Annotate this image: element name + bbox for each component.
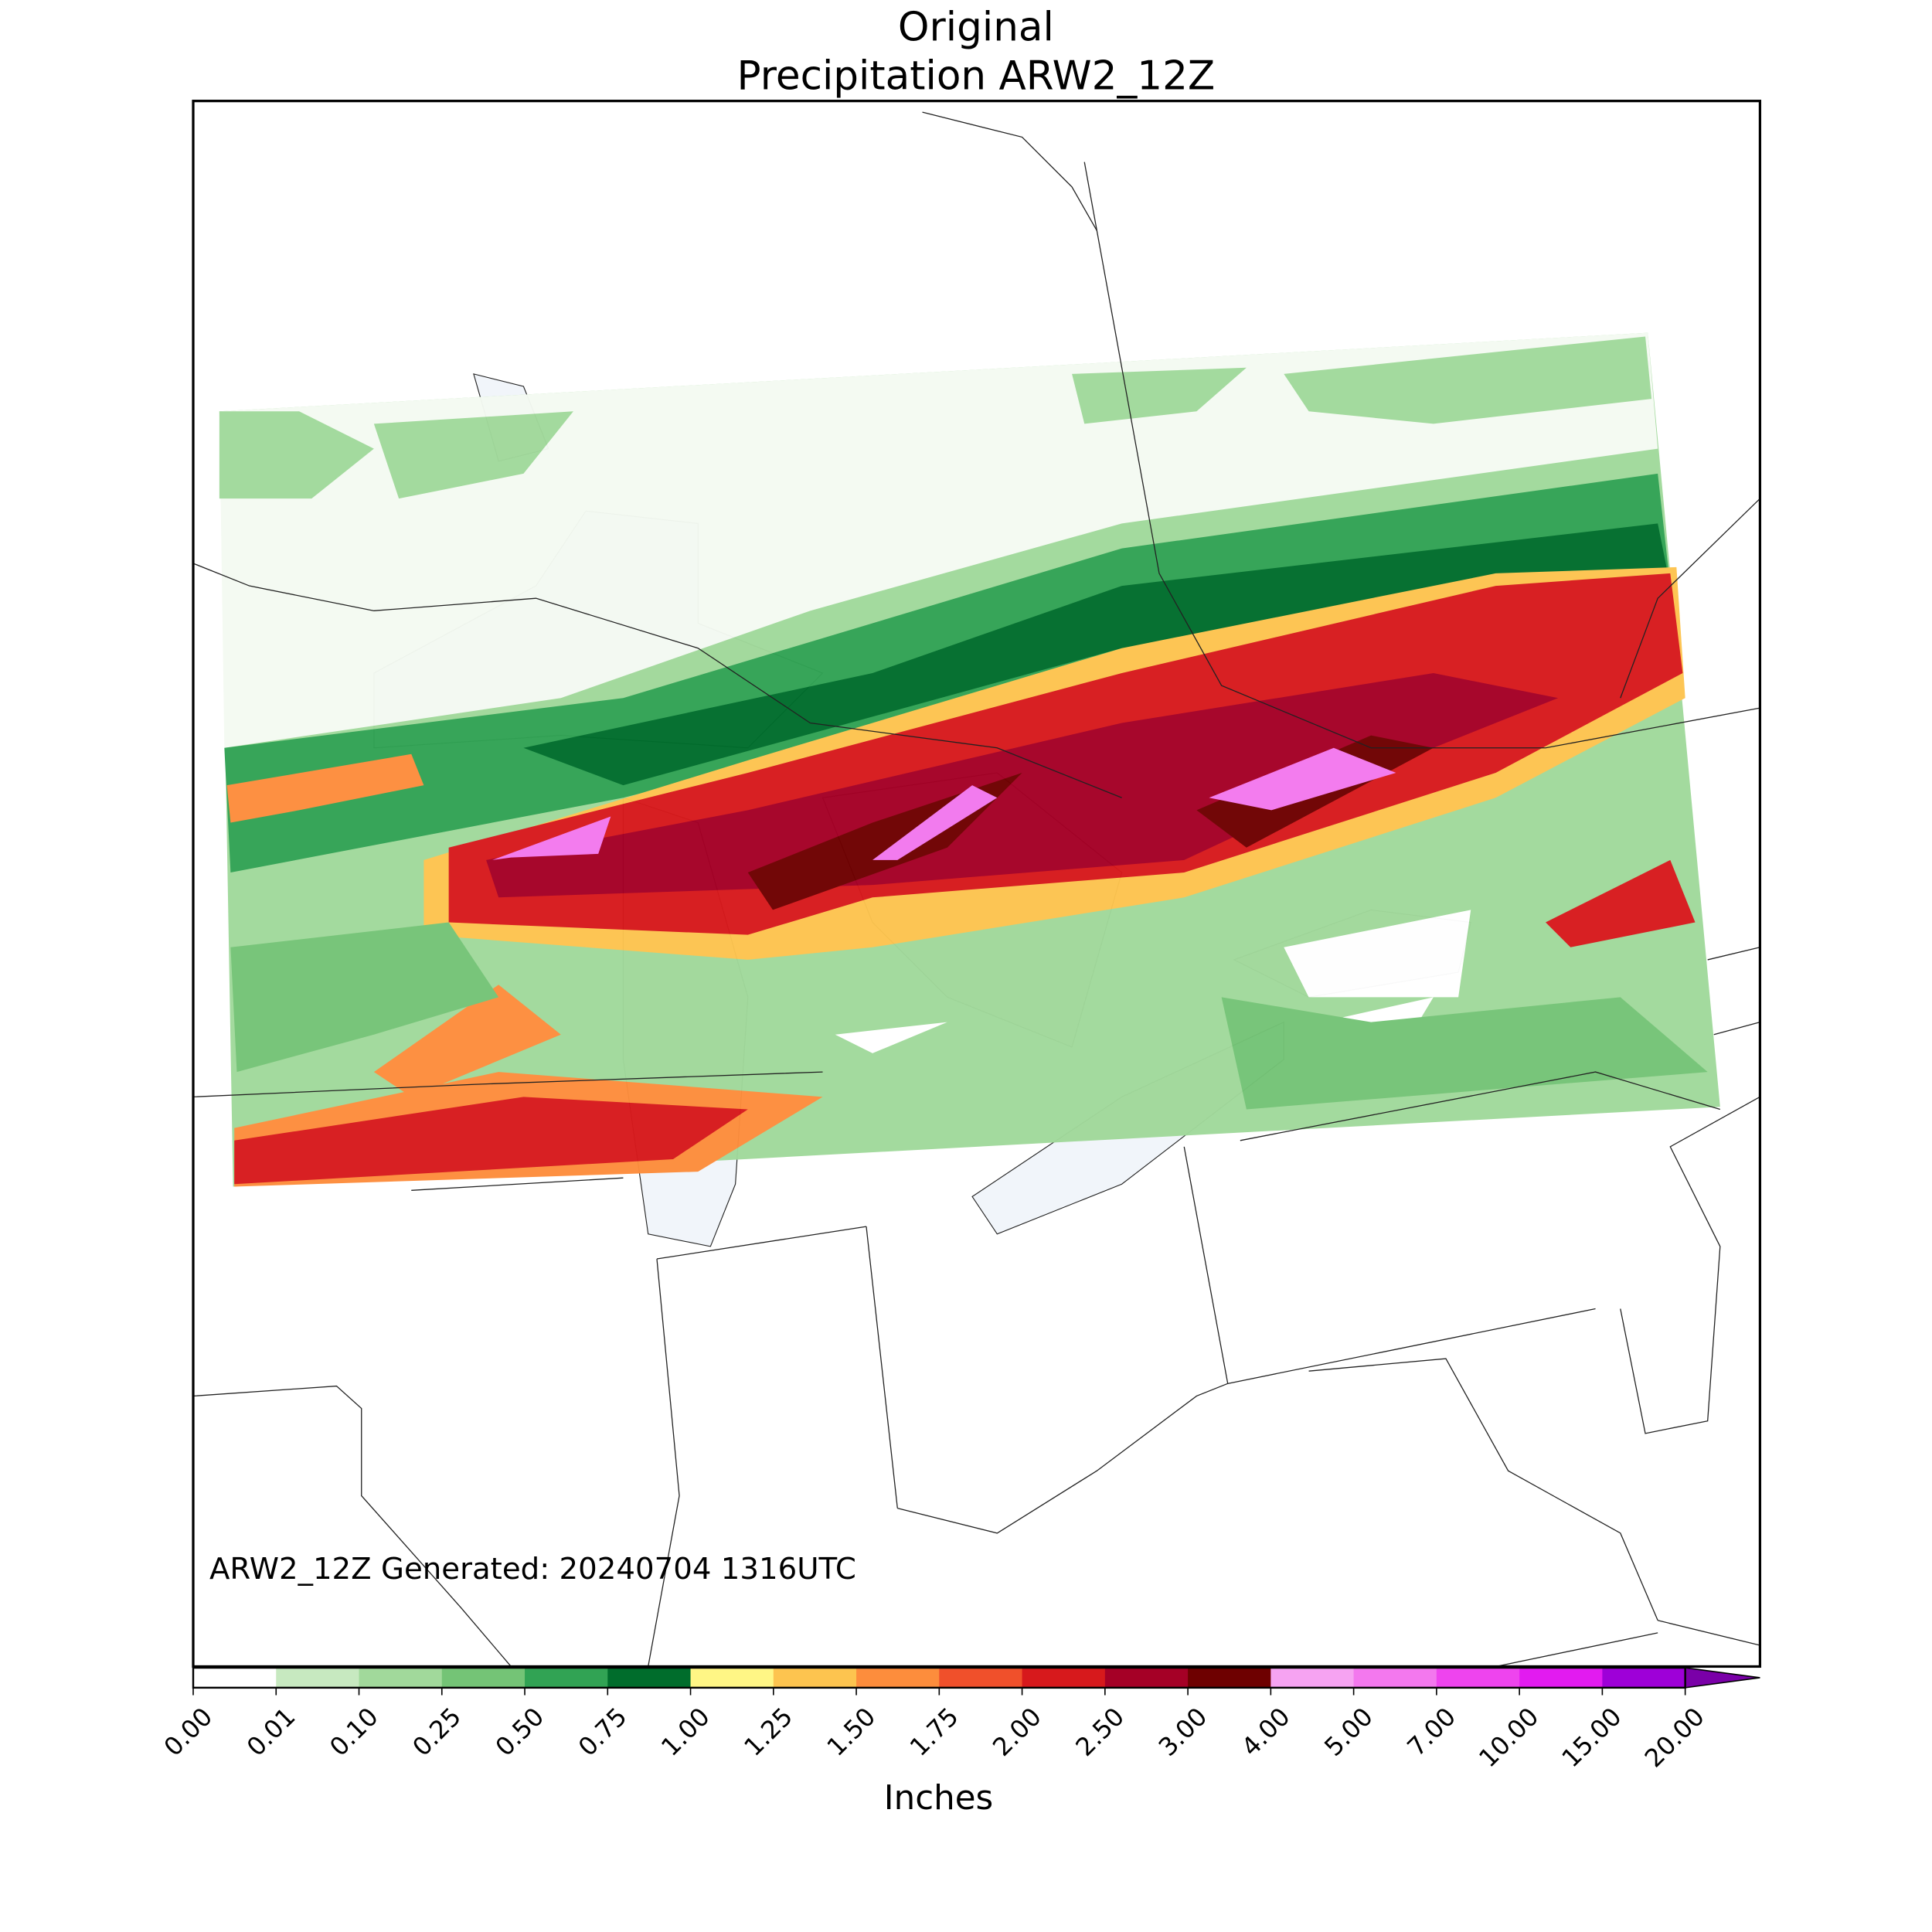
colorbar-segment: [1353, 1668, 1437, 1688]
precip-area: [230, 922, 1708, 1110]
border: [192, 1071, 823, 1097]
precip-area: [486, 672, 1559, 898]
colorbar-tick-label: 1.75: [904, 1702, 964, 1762]
colorbar-tick-label: 7.00: [1402, 1702, 1462, 1762]
precip-area: [219, 336, 1652, 499]
colorbar-tick-label: 0.25: [406, 1702, 467, 1762]
precip-area: [234, 1097, 748, 1185]
colorbar-tick-label: 0.50: [490, 1702, 550, 1762]
colorbar-tick-label: 4.00: [1236, 1702, 1296, 1762]
colorbar-segment: [856, 1668, 940, 1688]
colorbar-tick-label: 5.00: [1318, 1702, 1379, 1762]
border: [1183, 1071, 1720, 1384]
colorbar-segment: [1519, 1668, 1604, 1688]
colorbar-segment: [1188, 1668, 1272, 1688]
colorbar-tick-label: 15.00: [1556, 1702, 1628, 1773]
colorbar-segment: [1104, 1668, 1189, 1688]
colorbar-segment: [690, 1668, 774, 1688]
colorbar-tick-label: 0.00: [158, 1702, 219, 1762]
colorbar-tick-label: 0.75: [573, 1702, 633, 1762]
border: [922, 111, 1760, 1668]
colorbar-segment: [441, 1668, 526, 1688]
colorbar-tick-label: 20.00: [1639, 1702, 1710, 1773]
precip-area: [523, 523, 1671, 786]
colorbar: 0.00 0.01 0.10 0.25 0.50 0.75 1.00 1.25 1.50 1.75…: [158, 1666, 1760, 1773]
title: Precipitation ARW2_12Z: [737, 53, 1216, 100]
border: [411, 1177, 898, 1667]
colorbar-tick-label: 10.00: [1473, 1702, 1544, 1773]
border: [1620, 1096, 1760, 1434]
title: Original: [898, 5, 1054, 51]
precip-area: [1546, 859, 1696, 947]
colorbar-tick-label: 1.25: [738, 1702, 798, 1762]
colorbar-tick-label: 3.00: [1153, 1702, 1213, 1762]
colorbar-label: Inches: [884, 1779, 993, 1818]
borders: [192, 111, 1760, 1668]
colorbar-segment: [359, 1668, 443, 1688]
colorbar-tick-label: 2.00: [987, 1702, 1047, 1762]
precip-area: [226, 753, 424, 823]
precip-area: [835, 910, 1471, 1060]
footer-text: ARW2_12Z Generated: 20240704 1316UTC: [209, 1552, 856, 1587]
colorbar-tick-label: 1.00: [655, 1702, 716, 1762]
border: [1083, 162, 1760, 749]
colorbar-segment: [773, 1668, 857, 1688]
border: [192, 1385, 512, 1667]
border: [192, 563, 1122, 798]
border: [1620, 498, 1760, 1036]
precip-area: [219, 332, 1658, 748]
precip-area: [747, 735, 1434, 910]
colorbar-outline: [192, 1666, 1686, 1689]
border: [897, 1358, 1658, 1621]
precipitation-field: [219, 332, 1720, 1187]
map-frame: [192, 100, 1762, 1668]
colorbar-segment: [1436, 1668, 1520, 1688]
colorbar-tick-label: 0.01: [241, 1702, 301, 1762]
colorbar-segment: [525, 1668, 609, 1688]
colorbar-tick-label: 0.10: [324, 1702, 384, 1762]
map: [192, 100, 1762, 1668]
colorbar-segment: [1022, 1668, 1106, 1688]
colorbar-extend: [1684, 1667, 1760, 1689]
colorbar-segment: [1602, 1668, 1686, 1688]
colorbar-tick-label: 2.50: [1070, 1702, 1130, 1762]
colorbar-segment: [276, 1668, 360, 1688]
colorbar-segment: [193, 1668, 277, 1688]
colorbar-tick-label: 1.50: [821, 1702, 882, 1762]
colorbar-segment: [1270, 1668, 1355, 1688]
precip-area: [492, 747, 1396, 860]
colorbar-segment: [607, 1668, 692, 1688]
colorbar-segment: [939, 1668, 1023, 1688]
